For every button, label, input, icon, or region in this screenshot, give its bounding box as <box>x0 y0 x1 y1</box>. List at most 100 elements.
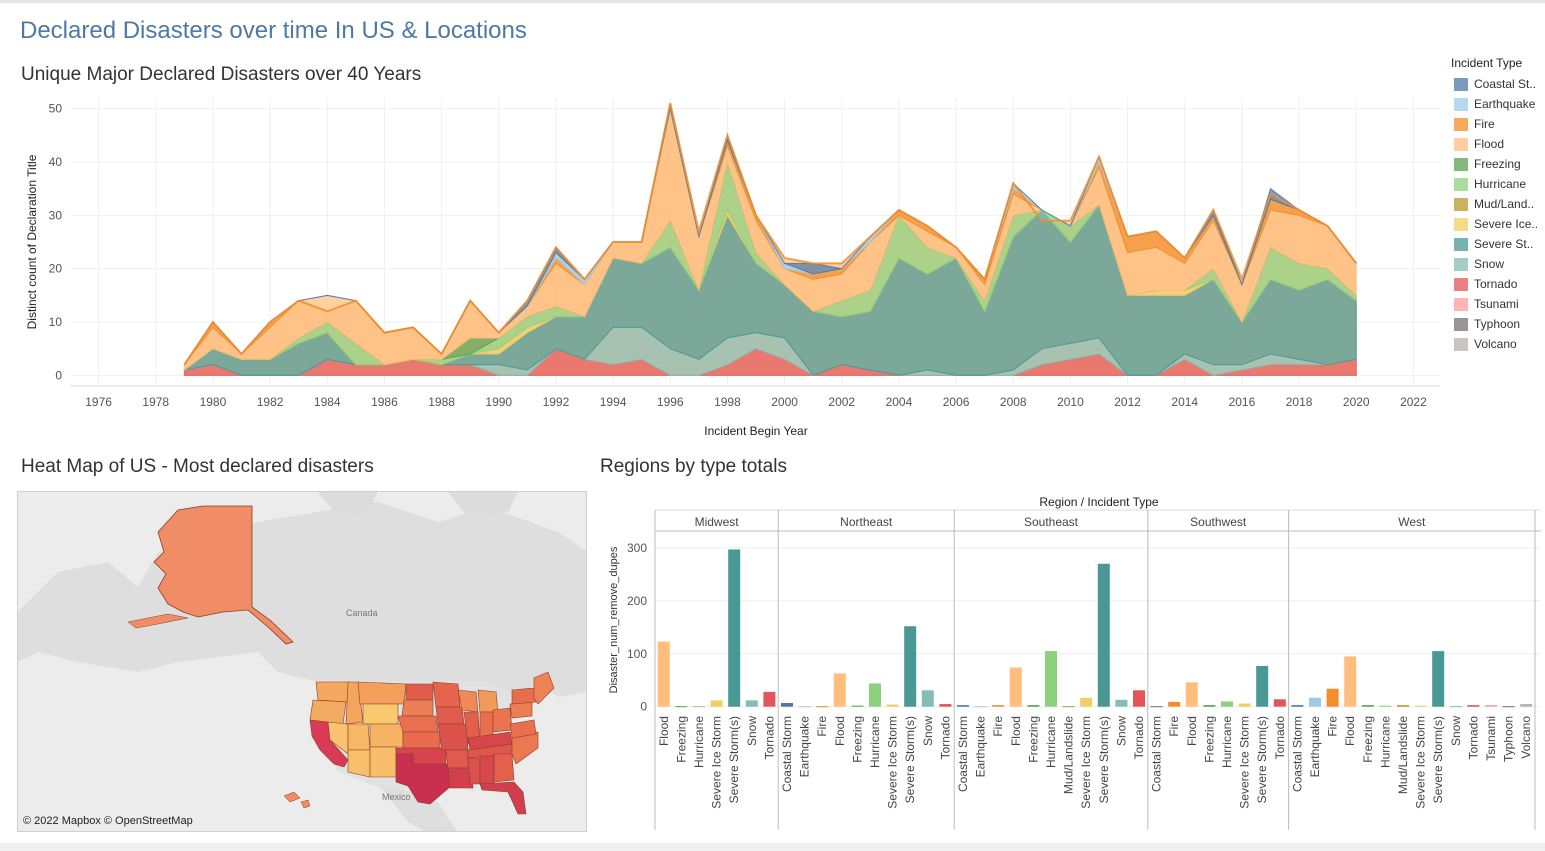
us-heat-map[interactable]: Canada Mexico © 2022 Mapbox © OpenStreet… <box>17 491 587 832</box>
state-ohio[interactable] <box>492 707 513 733</box>
bar-west-volcano[interactable] <box>1520 704 1533 707</box>
bar-southeast-severe-ice-storm[interactable] <box>1080 697 1093 707</box>
bar-west-mud-landslide[interactable] <box>1397 705 1409 707</box>
legend[interactable]: Incident Type Coastal St.. Earthquake Fire… <box>1446 56 1545 354</box>
bar-southeast-freezing[interactable] <box>1027 705 1040 707</box>
bar-northeast-severe-ice-storm[interactable] <box>886 704 899 707</box>
bar-west-snow[interactable] <box>1449 706 1462 708</box>
bar-midwest-tornado[interactable] <box>763 691 776 707</box>
bar-southeast-flood[interactable] <box>1009 667 1022 707</box>
legend-item[interactable]: Severe St.. <box>1446 234 1545 254</box>
state-florida[interactable] <box>479 781 527 815</box>
bar-southwest-severe-storm-s-[interactable] <box>1256 665 1269 707</box>
bar-category-label: Fire <box>991 716 1005 737</box>
state-wyoming[interactable] <box>362 703 399 725</box>
legend-item[interactable]: Earthquake <box>1446 94 1545 114</box>
state-kansas[interactable] <box>402 731 441 749</box>
bar-southeast-mud-landslide[interactable] <box>1062 706 1075 708</box>
bar-northeast-snow[interactable] <box>921 690 934 707</box>
state-south-dakota[interactable] <box>401 699 434 717</box>
state-alaska[interactable] <box>153 505 294 645</box>
legend-item[interactable]: Severe Ice.. <box>1446 214 1545 234</box>
bar-northeast-coastal-storm[interactable] <box>781 703 793 707</box>
bar-southeast-tornado[interactable] <box>1133 690 1145 707</box>
bar-southwest-hurricane[interactable] <box>1221 701 1233 707</box>
state-new-york[interactable] <box>511 687 537 705</box>
state-iowa[interactable] <box>435 706 465 725</box>
bar-northeast-tornado[interactable] <box>939 704 952 707</box>
state-georgia[interactable] <box>493 753 515 783</box>
bar-northeast-freezing[interactable] <box>851 705 864 707</box>
bar-northeast-fire[interactable] <box>816 706 829 708</box>
bar-southwest-freezing[interactable] <box>1203 705 1216 707</box>
state-new-mexico[interactable] <box>369 746 397 778</box>
legend-item[interactable]: Snow <box>1446 254 1545 274</box>
area-chart[interactable]: 1976 1978 1980 1982 1984 1986 1988 1990 1992 1994… <box>0 90 1440 470</box>
state-new-england[interactable] <box>533 671 555 705</box>
state-mississippi[interactable] <box>467 757 481 785</box>
bar-southwest-severe-ice-storm[interactable] <box>1238 703 1251 707</box>
legend-item[interactable]: Freezing <box>1446 154 1545 174</box>
bar-west-tsunami[interactable] <box>1485 705 1497 707</box>
state-louisiana[interactable] <box>447 767 474 789</box>
state-texas[interactable] <box>395 753 451 805</box>
legend-item[interactable]: Flood <box>1446 134 1545 154</box>
state-nebraska[interactable] <box>397 715 439 733</box>
legend-item[interactable]: Tornado <box>1446 274 1545 294</box>
bar-west-coastal-storm[interactable] <box>1291 705 1304 707</box>
bar-midwest-flood[interactable] <box>657 641 670 707</box>
legend-item[interactable]: Coastal St.. <box>1446 74 1545 94</box>
legend-item[interactable]: Hurricane <box>1446 174 1545 194</box>
state-virginia[interactable] <box>509 719 537 739</box>
bar-southwest-tornado[interactable] <box>1273 699 1286 707</box>
legend-item[interactable]: Typhoon <box>1446 314 1545 334</box>
bar-southeast-coastal-storm[interactable] <box>957 705 969 707</box>
bar-category-label: Severe Storm(s) <box>727 716 741 803</box>
bar-west-tornado[interactable] <box>1467 705 1480 707</box>
state-minnesota[interactable] <box>432 681 461 708</box>
state-missouri[interactable] <box>437 723 469 751</box>
bar-southeast-hurricane[interactable] <box>1045 651 1057 707</box>
legend-swatch <box>1454 217 1468 231</box>
bar-midwest-freezing[interactable] <box>675 706 688 708</box>
bar-west-severe-storm-s-[interactable] <box>1432 651 1445 707</box>
bar-northeast-flood[interactable] <box>833 673 846 707</box>
state-utah[interactable] <box>347 723 371 751</box>
bar-northeast-earthquake[interactable] <box>798 706 811 708</box>
bar-southeast-fire[interactable] <box>992 705 1005 707</box>
legend-item[interactable]: Mud/Land.. <box>1446 194 1545 214</box>
state-arizona[interactable] <box>347 749 371 778</box>
bar-midwest-severe-storm-s-[interactable] <box>728 549 741 707</box>
state-indiana[interactable] <box>479 711 494 738</box>
bar-northeast-hurricane[interactable] <box>869 683 881 707</box>
bar-midwest-severe-ice-storm[interactable] <box>710 700 723 707</box>
bar-southeast-severe-storm-s-[interactable] <box>1097 563 1110 707</box>
bar-northeast-severe-storm-s-[interactable] <box>904 626 917 707</box>
bar-chart[interactable]: Region / Incident Type Disaster_num_remo… <box>597 490 1545 835</box>
bar-midwest-snow[interactable] <box>745 700 758 707</box>
bar-west-freezing[interactable] <box>1361 705 1374 707</box>
state-michigan[interactable] <box>477 689 499 713</box>
state-colorado[interactable] <box>369 723 404 748</box>
bar-southwest-flood[interactable] <box>1185 682 1198 707</box>
bar-west-flood[interactable] <box>1344 656 1357 707</box>
bar-southeast-snow[interactable] <box>1115 699 1128 707</box>
state-washington[interactable] <box>315 681 351 703</box>
state-arkansas[interactable] <box>445 749 469 769</box>
state-montana[interactable] <box>357 681 407 705</box>
bar-southwest-fire[interactable] <box>1168 701 1181 707</box>
state-alabama[interactable] <box>479 755 495 785</box>
legend-item[interactable]: Tsunami <box>1446 294 1545 314</box>
bar-west-earthquake[interactable] <box>1309 697 1321 707</box>
state-north-dakota[interactable] <box>405 683 434 701</box>
bar-southeast-earthquake[interactable] <box>974 706 987 708</box>
bar-west-hurricane[interactable] <box>1379 705 1392 707</box>
legend-item[interactable]: Fire <box>1446 114 1545 134</box>
bar-midwest-hurricane[interactable] <box>693 706 705 708</box>
bar-west-severe-ice-storm[interactable] <box>1414 705 1427 707</box>
bar-southwest-coastal-storm[interactable] <box>1150 706 1163 708</box>
state-pennsylvania[interactable] <box>509 701 533 719</box>
bar-west-fire[interactable] <box>1326 688 1339 707</box>
bar-west-typhoon[interactable] <box>1502 706 1515 708</box>
legend-item[interactable]: Volcano <box>1446 334 1545 354</box>
